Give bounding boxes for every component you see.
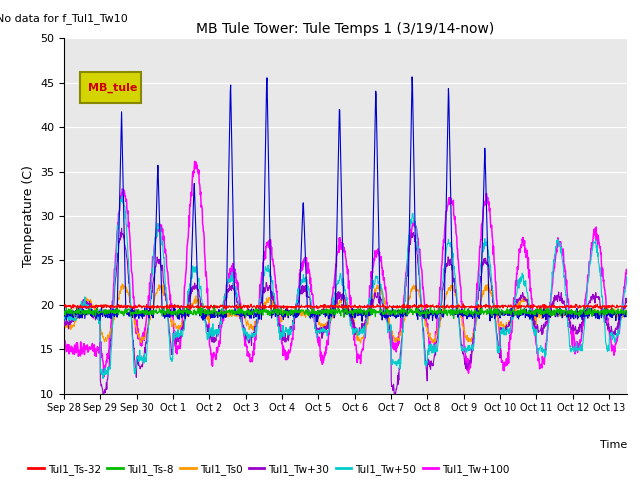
Tul1_Ts-16 <box>274 313 282 319</box>
Tul1_Ts-16 <box>223 294 230 300</box>
Line: Tul1_Ts-16: Tul1_Ts-16 <box>64 77 627 322</box>
Tul1_Ts0 <box>162 295 170 300</box>
Tul1_Ts0 <box>623 311 631 317</box>
Tul1_Ts-16 <box>172 312 180 318</box>
Tul1_Ts0 <box>487 291 495 297</box>
Tul1_Tw+100 <box>550 269 557 275</box>
Tul1_Tw+50 <box>550 261 557 267</box>
Tul1_Ts-16 <box>60 304 68 310</box>
Tul1_Ts-16 <box>487 311 495 316</box>
Tul1_Tw+30 <box>60 313 68 319</box>
Tul1_Tw+50 <box>99 375 107 381</box>
Tul1_Tw+100 <box>191 158 198 164</box>
Tul1_Tw+50 <box>223 282 231 288</box>
Tul1_Ts-8 <box>623 308 631 314</box>
Tul1_Tw+30 <box>487 279 495 285</box>
Tul1_Tw+50 <box>60 314 68 320</box>
Tul1_Ts-16 <box>623 311 631 316</box>
Tul1_Tw+30 <box>162 297 170 303</box>
Tul1_Ts-32 <box>623 303 631 309</box>
Tul1_Ts-32 <box>274 304 282 310</box>
Tul1_Ts-8 <box>223 308 230 314</box>
Legend: Tul1_Ts-32, Tul1_Ts-16, Tul1_Ts-8, Tul1_Ts0, Tul1_Tw+30, Tul1_Tw+50, Tul1_Tw+100: Tul1_Ts-32, Tul1_Ts-16, Tul1_Ts-8, Tul1_… <box>24 459 514 480</box>
Tul1_Tw+50 <box>173 333 180 339</box>
Line: Tul1_Tw+100: Tul1_Tw+100 <box>64 161 627 377</box>
Tul1_Ts-32 <box>487 304 495 310</box>
Tul1_Ts-32 <box>223 303 230 309</box>
Text: MB_tule: MB_tule <box>88 83 138 93</box>
Tul1_Ts-8 <box>487 311 495 317</box>
Tul1_Ts0 <box>356 340 364 346</box>
Tul1_Ts0 <box>60 318 68 324</box>
Line: Tul1_Tw+30: Tul1_Tw+30 <box>64 228 627 399</box>
Tul1_Ts-32 <box>460 301 467 307</box>
Tul1_Ts0 <box>172 325 180 331</box>
Tul1_Ts-8 <box>274 312 282 318</box>
Line: Tul1_Ts-32: Tul1_Ts-32 <box>64 304 627 309</box>
Tul1_Tw+50 <box>275 324 282 329</box>
Tul1_Ts-8 <box>172 308 180 313</box>
Tul1_Ts-16 <box>408 74 416 80</box>
Tul1_Tw+100 <box>223 284 231 289</box>
Tul1_Ts0 <box>118 281 126 287</box>
Tul1_Ts-32 <box>284 306 291 312</box>
Tul1_Tw+50 <box>623 276 631 282</box>
Title: MB Tule Tower: Tule Temps 1 (3/19/14-now): MB Tule Tower: Tule Temps 1 (3/19/14-now… <box>196 22 495 36</box>
Tul1_Ts-16 <box>161 309 169 314</box>
Tul1_Ts-8 <box>450 316 458 322</box>
Tul1_Ts-8 <box>161 310 169 315</box>
Tul1_Tw+50 <box>162 284 170 290</box>
Tul1_Tw+100 <box>623 269 631 275</box>
Line: Tul1_Ts-8: Tul1_Ts-8 <box>64 305 627 319</box>
Tul1_Ts-32 <box>60 302 68 308</box>
Tul1_Ts-16 <box>550 311 557 317</box>
Text: Time: Time <box>600 440 627 450</box>
Tul1_Ts0 <box>550 310 557 315</box>
Tul1_Tw+100 <box>275 309 282 315</box>
Tul1_Ts-8 <box>210 302 218 308</box>
Tul1_Tw+30 <box>623 300 631 305</box>
Tul1_Ts-32 <box>161 304 169 310</box>
Tul1_Ts-32 <box>550 303 557 309</box>
Line: Tul1_Ts0: Tul1_Ts0 <box>64 284 627 343</box>
Tul1_Tw+30 <box>550 298 557 304</box>
Tul1_Tw+30 <box>223 289 231 295</box>
Tul1_Ts-16 <box>313 319 321 325</box>
Tul1_Ts-32 <box>172 303 180 309</box>
Tul1_Tw+100 <box>487 224 495 229</box>
Tul1_Ts0 <box>274 310 282 315</box>
Tul1_Tw+100 <box>100 374 108 380</box>
Tul1_Ts-8 <box>60 310 68 316</box>
Line: Tul1_Tw+50: Tul1_Tw+50 <box>64 196 627 378</box>
Y-axis label: Temperature (C): Temperature (C) <box>22 165 35 267</box>
Tul1_Tw+30 <box>275 321 282 327</box>
Tul1_Tw+30 <box>173 336 180 342</box>
Tul1_Tw+100 <box>172 350 180 356</box>
Tul1_Tw+100 <box>162 247 170 252</box>
Tul1_Ts0 <box>223 311 230 317</box>
Tul1_Tw+100 <box>60 349 68 355</box>
Tul1_Tw+50 <box>118 193 126 199</box>
Tul1_Tw+50 <box>487 270 495 276</box>
Text: No data for f_Tul1_Tw10: No data for f_Tul1_Tw10 <box>0 13 128 24</box>
Tul1_Ts-8 <box>550 307 557 313</box>
Tul1_Tw+30 <box>118 226 125 231</box>
Tul1_Tw+30 <box>100 396 108 402</box>
